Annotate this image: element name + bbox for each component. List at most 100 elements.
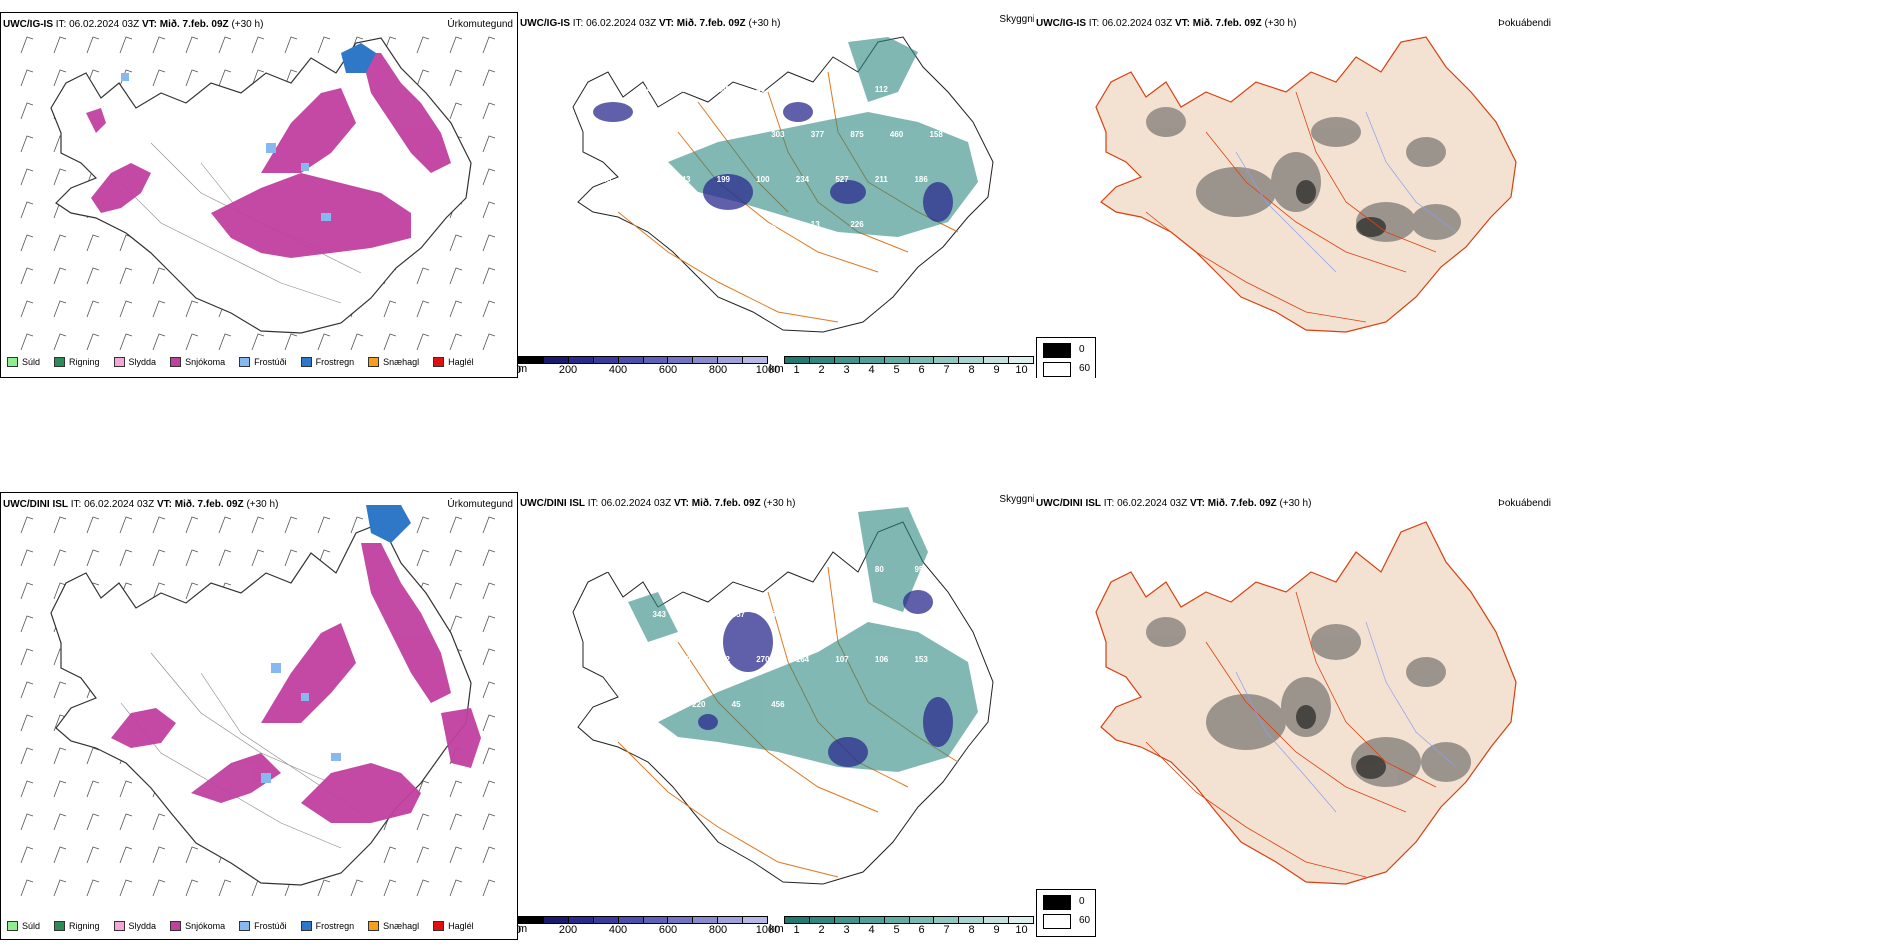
colorbar-cell: [543, 357, 569, 363]
colorbar-tick: 1000: [755, 364, 781, 376]
cloudbase-label: 143: [677, 175, 691, 184]
colorbar-cell: [859, 917, 885, 923]
colorbar-tick: 7: [943, 924, 950, 936]
wind-barb: [152, 267, 166, 285]
precip-legend-row2: Súld Rigning Slydda Snjókoma Frostúði Fr…: [7, 921, 474, 931]
wind-barb: [350, 516, 364, 534]
wind-barb: [284, 516, 298, 534]
fog-panel-row2: UWC/DINI ISL IT: 06.02.2024 03Z VT: Mið.…: [1036, 492, 1552, 940]
colorbar-cell: [934, 357, 960, 363]
colorbar-cell: [785, 917, 810, 923]
colorbar-tick: 200: [558, 364, 578, 376]
panel-title: UWC/IG-IS IT: 06.02.2024 03Z VT: Mið. 7.…: [520, 18, 781, 29]
wind-barb: [20, 648, 34, 666]
wind-barb: [449, 582, 463, 600]
precip-type-panel-row2: UWC/DINI ISL IT: 06.02.2024 03Z VT: Mið.…: [0, 492, 518, 940]
freezing-rain-areas: [366, 505, 411, 543]
wind-barb: [152, 36, 166, 54]
wind-barb: [416, 549, 430, 567]
wind-barb: [53, 582, 67, 600]
colorbar-cell: [1009, 917, 1034, 923]
colorbar-cell: [568, 917, 594, 923]
colorbar-tick: 8: [968, 924, 975, 936]
precip-type-panel-row1: UWC/IG-IS IT: 06.02.2024 03Z VT: Mið. 7.…: [0, 12, 518, 378]
snowfall-areas: [86, 53, 451, 258]
wind-barb: [482, 681, 496, 699]
colorbar-cell: [984, 357, 1010, 363]
wind-barb: [482, 333, 496, 351]
wind-barb: [185, 69, 199, 87]
wind-barb: [185, 333, 199, 351]
frost-drizzle-areas: [261, 663, 341, 783]
wind-barb: [185, 879, 199, 897]
visibility-map-row1: 301 204 300 180 40 88 131 112 81 131 61 145 40 303 377…: [572, 36, 994, 333]
legend-swatch: [300, 921, 312, 931]
legend-swatch: [113, 921, 125, 931]
colorbar-tick: 0: [518, 364, 521, 376]
cloudbase-label: 641: [598, 565, 612, 574]
colorbar-tick: 6: [918, 364, 925, 376]
legend-item: Frostúði: [239, 357, 287, 367]
wind-barb: [251, 549, 265, 567]
wind-barb: [20, 714, 34, 732]
legend-item: Frostúði: [239, 921, 287, 931]
colorbar-cell: [834, 917, 860, 923]
cloudbase-label: 430: [613, 700, 627, 709]
cloudbase-label: 164: [796, 655, 810, 664]
cloudbase-labels: 641 218 128 101 137 141 160 80 95 57 343 232 557 559 4…: [598, 565, 943, 709]
cloudbase-label: 199: [717, 175, 731, 184]
colorbar-tick: 9: [993, 924, 1000, 936]
cloudbase-label: 245: [598, 175, 612, 184]
wind-barb: [119, 300, 133, 318]
cloudbase-label: 90: [890, 610, 899, 619]
colorbar-cell: [668, 917, 694, 923]
wind-barb: [152, 333, 166, 351]
visibility-unit: km: [769, 363, 784, 375]
colorbar-cell: [809, 917, 835, 923]
cloudbase-label: 13: [811, 220, 820, 229]
wind-barb: [185, 582, 199, 600]
colorbar-cell: [519, 917, 544, 923]
colorbar-cell: [593, 917, 619, 923]
cloudbase-label: 343: [653, 610, 667, 619]
wind-barb: [350, 333, 364, 351]
legend-swatch: [113, 357, 125, 367]
colorbar-tick: 4: [868, 364, 875, 376]
wind-barb: [383, 300, 397, 318]
colorbar-cell: [593, 357, 619, 363]
wind-barb: [86, 36, 100, 54]
wind-barb: [317, 879, 331, 897]
colorbar-tick: 7: [943, 364, 950, 376]
legend-swatch: [7, 357, 18, 367]
cloudbase-label: 129: [677, 655, 691, 664]
colorbar-tick: 800: [708, 364, 728, 376]
freezing-rain-areas: [341, 43, 376, 73]
wind-barb: [482, 516, 496, 534]
wind-barb: [416, 300, 430, 318]
wind-barb: [416, 36, 430, 54]
wind-barb: [119, 267, 133, 285]
wind-barb: [152, 300, 166, 318]
legend-item: Slydda: [113, 921, 156, 931]
colorbar-cell: [884, 917, 910, 923]
wind-barb: [449, 69, 463, 87]
wind-barb: [86, 333, 100, 351]
legend-swatch: [239, 921, 251, 931]
wind-barb: [449, 846, 463, 864]
cloudbase-label: 311: [638, 655, 651, 664]
fog-map-row2: [1095, 521, 1517, 885]
wind-barb: [20, 879, 34, 897]
wind-barb: [119, 333, 133, 351]
colorbar-tick: 9: [993, 364, 1000, 376]
wind-barb: [482, 648, 496, 666]
cloudbase-label: 122: [717, 655, 731, 664]
wind-barb: [449, 879, 463, 897]
cloudbase-label: 40: [756, 85, 765, 94]
wind-barb: [317, 333, 331, 351]
panel-title: UWC/DINI ISL IT: 06.02.2024 03Z VT: Mið.…: [520, 498, 796, 509]
wind-barb: [218, 69, 232, 87]
cloudbase-label: 377: [811, 130, 825, 139]
cloudbase-label: 80: [875, 565, 884, 574]
cloudbase-label: 141: [796, 565, 810, 574]
wind-barb: [317, 36, 331, 54]
